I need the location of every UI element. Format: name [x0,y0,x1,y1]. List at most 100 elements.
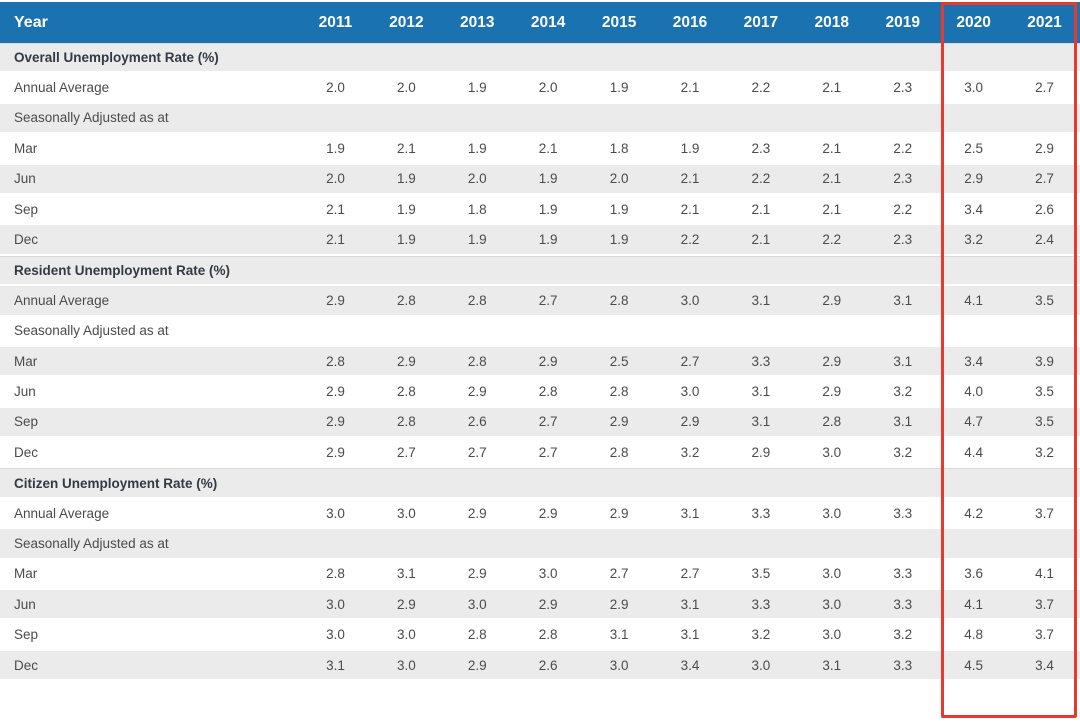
value-cell: 2.8 [583,377,655,408]
table-row: Dec 3.1 3.0 2.9 2.6 3.0 3.4 3.0 3.1 3.3 4.5 3.4 [0,650,1080,682]
table-row: Jun 2.0 1.9 2.0 1.9 2.0 2.1 2.2 2.1 2.3 2.9 2.7 [0,164,1080,195]
value-cell: 2.9 [796,346,868,378]
table-row: Annual Average 2.9 2.8 2.8 2.7 2.8 3.0 3.1 2.9 3.… [0,286,1080,317]
section-header-row: Overall Unemployment Rate (%) [0,43,1080,74]
value-cell: 4.0 [938,377,1010,408]
value-cell: 1.9 [583,73,655,104]
value-cell: 3.0 [938,73,1010,104]
row-label: Annual Average [0,286,300,317]
year-column-header: 2020 [938,2,1010,43]
value-cell: 3.1 [867,346,939,378]
row-label: Sep [0,620,300,651]
table-row: Jun 3.0 2.9 3.0 2.9 2.9 3.1 3.3 3.0 3.3 4.1 3.7 [0,590,1080,621]
value-cell [583,529,655,560]
value-cell [1009,103,1080,135]
row-label: Dec [0,438,300,469]
value-cell: 2.7 [370,438,442,469]
value-cell: 4.8 [938,620,1010,651]
table-row: Jun 2.9 2.8 2.9 2.8 2.8 3.0 3.1 2.9 3.2 4.0 3.5 [0,377,1080,408]
value-cell [938,103,1010,135]
value-cell: 2.9 [796,377,868,408]
year-label-header: Year [0,2,300,43]
table-row: Sep 2.9 2.8 2.6 2.7 2.9 2.9 3.1 2.8 3.1 4.7 3.5 [0,407,1080,439]
value-cell: 2.2 [867,194,939,226]
value-cell: 3.5 [1009,407,1080,439]
value-cell: 2.9 [583,407,655,439]
value-cell: 2.8 [370,377,442,408]
table-row: Annual Average 2.0 2.0 1.9 2.0 1.9 2.1 2.2 2.1 2.… [0,73,1080,104]
table-row: Seasonally Adjusted as at [0,316,1080,347]
value-cell: 2.6 [512,650,584,682]
value-cell [512,103,584,135]
value-cell: 2.7 [441,438,513,469]
value-cell: 3.0 [370,650,442,682]
value-cell: 4.7 [938,407,1010,439]
value-cell [867,316,939,347]
value-cell: 3.3 [867,559,939,591]
value-cell [370,529,442,560]
value-cell: 1.9 [300,134,371,165]
value-cell: 2.1 [654,194,726,226]
value-cell: 2.9 [512,498,584,530]
value-cell: 3.3 [867,590,939,621]
row-label: Sep [0,407,300,439]
value-cell: 2.1 [300,194,371,226]
value-cell [654,103,726,135]
value-cell [654,529,726,560]
value-cell: 2.0 [583,164,655,195]
year-column-header: 2013 [441,2,513,43]
value-cell [300,316,371,347]
value-cell: 2.0 [441,164,513,195]
value-cell: 2.8 [441,346,513,378]
value-cell [725,529,797,560]
value-cell [300,103,371,135]
table-row: Annual Average 3.0 3.0 2.9 2.9 2.9 3.1 3.3 3.0 3.… [0,498,1080,530]
value-cell: 3.5 [1009,377,1080,408]
value-cell [512,316,584,347]
year-column-header: 2018 [796,2,868,43]
value-cell [867,103,939,135]
value-cell [441,529,513,560]
value-cell: 3.0 [583,650,655,682]
value-cell: 2.2 [654,225,726,256]
value-cell: 3.0 [512,559,584,591]
value-cell: 3.0 [725,650,797,682]
table-row: Sep 2.1 1.9 1.8 1.9 1.9 2.1 2.1 2.1 2.2 3.4 2.6 [0,194,1080,226]
value-cell: 3.0 [796,620,868,651]
table-row: Mar 2.8 3.1 2.9 3.0 2.7 2.7 3.5 3.0 3.3 3.6 4.1 [0,559,1080,591]
row-label: Annual Average [0,498,300,530]
value-cell: 2.9 [725,438,797,469]
table-row: Seasonally Adjusted as at [0,103,1080,135]
value-cell: 1.8 [583,134,655,165]
value-cell: 2.1 [796,194,868,226]
value-cell: 3.3 [725,590,797,621]
table-row: Dec 2.9 2.7 2.7 2.7 2.8 3.2 2.9 3.0 3.2 4.4 3.2 [0,438,1080,469]
table-row: Mar 2.8 2.9 2.8 2.9 2.5 2.7 3.3 2.9 3.1 3.4 3.9 [0,346,1080,378]
year-column-header: 2019 [867,2,939,43]
value-cell: 2.8 [370,286,442,317]
value-cell: 2.2 [867,134,939,165]
value-cell: 4.1 [938,286,1010,317]
year-column-header: 2011 [300,2,371,43]
value-cell [867,529,939,560]
value-cell [938,529,1010,560]
table-row: Mar 1.9 2.1 1.9 2.1 1.8 1.9 2.3 2.1 2.2 2.5 2.9 [0,134,1080,165]
section-header-row: Resident Unemployment Rate (%) [0,255,1080,287]
value-cell: 3.0 [654,286,726,317]
value-cell: 3.3 [867,498,939,530]
value-cell: 3.1 [725,286,797,317]
value-cell: 3.1 [725,377,797,408]
value-cell: 3.0 [441,590,513,621]
table-row: Seasonally Adjusted as at [0,529,1080,560]
value-cell: 2.7 [1009,164,1080,195]
value-cell: 2.1 [512,134,584,165]
value-cell: 2.0 [300,73,371,104]
row-label: Jun [0,377,300,408]
value-cell: 1.9 [583,225,655,256]
value-cell: 3.3 [725,346,797,378]
value-cell: 3.1 [654,620,726,651]
year-column-header: 2021 [1009,2,1080,43]
value-cell: 2.6 [1009,194,1080,226]
value-cell: 3.1 [796,650,868,682]
